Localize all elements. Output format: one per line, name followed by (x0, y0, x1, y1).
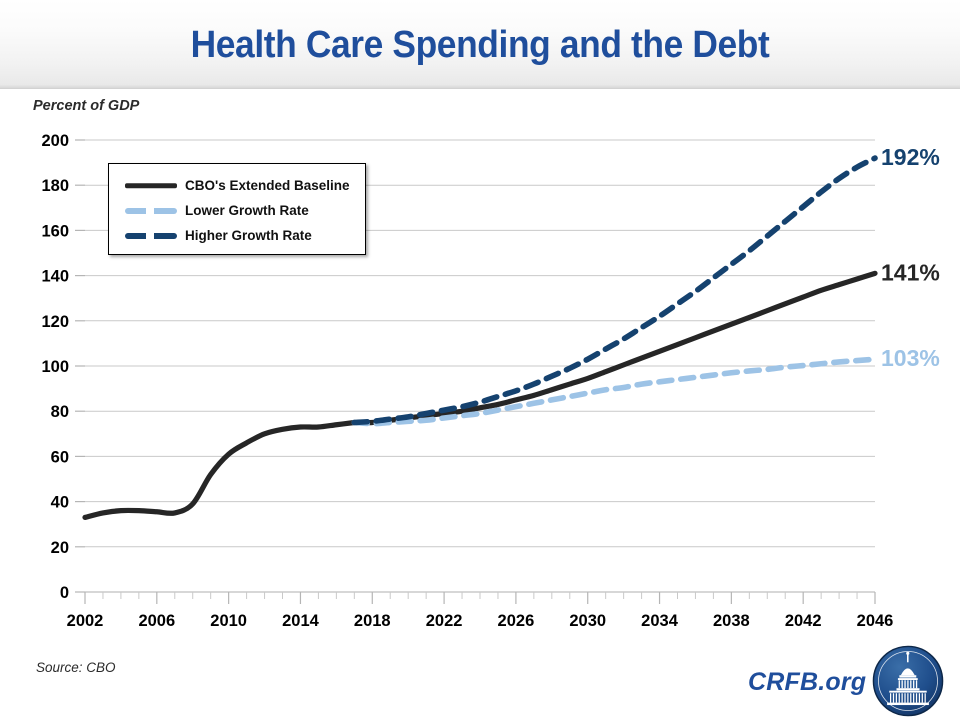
page-title: Health Care Spending and the Debt (190, 24, 770, 66)
y-axis-tick-label: 140 (41, 268, 69, 286)
x-axis-tick-label: 2034 (641, 612, 679, 630)
y-axis-tick-label: 20 (51, 539, 69, 557)
x-axis-tick-label: 2022 (426, 612, 463, 630)
series-end-label: 103% (881, 345, 940, 371)
legend-item-baseline: CBO's Extended Baseline (109, 173, 365, 198)
legend-swatch-dashed-light-line-icon (125, 200, 177, 222)
y-axis-tick-label: 100 (41, 358, 69, 376)
legend-swatch-dashed-navy-line-icon (125, 225, 177, 247)
capitol-dome-icon (872, 645, 944, 717)
y-axis-tick-label: 80 (51, 403, 69, 421)
series-line (351, 270, 878, 426)
x-axis-tick-label: 2014 (282, 612, 320, 630)
series-line (351, 356, 878, 427)
data-series-group (82, 155, 878, 521)
data-annotations-group: 192% 141% 103% (881, 144, 940, 371)
legend-item-higher-growth: Higher Growth Rate (109, 223, 365, 248)
x-axis-tick-label: 2002 (67, 612, 104, 630)
series-line (351, 155, 878, 426)
series-end-label: 141% (881, 259, 940, 285)
legend-label-lower-growth: Lower Growth Rate (185, 203, 309, 218)
y-axis-tick-label: 160 (41, 222, 69, 240)
legend-swatch-solid-line-icon (125, 175, 177, 197)
series-end-label: 192% (881, 144, 940, 170)
y-axis-tick-label: 180 (41, 177, 69, 195)
y-axis-tick-label: 60 (51, 448, 69, 466)
y-axis-ticks-group: 0 20 40 60 80 100 120 140 160 180 200 (41, 132, 85, 602)
y-axis-tick-label: 40 (51, 494, 69, 512)
x-axis-ticks-group: 2002 2006 2010 2014 2018 2022 2026 2030 2034 2038… (67, 592, 894, 630)
crfb-brand-text: CRFB.org (748, 668, 867, 696)
y-axis-tick-label: 0 (60, 584, 69, 602)
x-axis-tick-label: 2026 (498, 612, 535, 630)
x-axis-tick-label: 2046 (857, 612, 894, 630)
x-axis-tick-label: 2018 (354, 612, 391, 630)
x-axis-tick-label: 2038 (713, 612, 750, 630)
legend-label-baseline: CBO's Extended Baseline (185, 178, 350, 193)
legend-item-lower-growth: Lower Growth Rate (109, 198, 365, 223)
y-axis-tick-label: 120 (41, 313, 69, 331)
x-axis-tick-label: 2030 (569, 612, 606, 630)
x-axis-tick-label: 2010 (210, 612, 247, 630)
x-axis-tick-label: 2006 (138, 612, 175, 630)
series-line (82, 419, 357, 521)
y-axis-tick-label: 200 (41, 132, 69, 150)
y-axis-unit-label: Percent of GDP (33, 98, 140, 114)
source-note: Source: CBO (36, 660, 116, 675)
legend-label-higher-growth: Higher Growth Rate (185, 228, 312, 243)
x-axis-tick-label: 2042 (785, 612, 822, 630)
chart-legend: CBO's Extended Baseline Lower Growth Rat… (108, 163, 366, 255)
title-band: Health Care Spending and the Debt (0, 0, 960, 89)
